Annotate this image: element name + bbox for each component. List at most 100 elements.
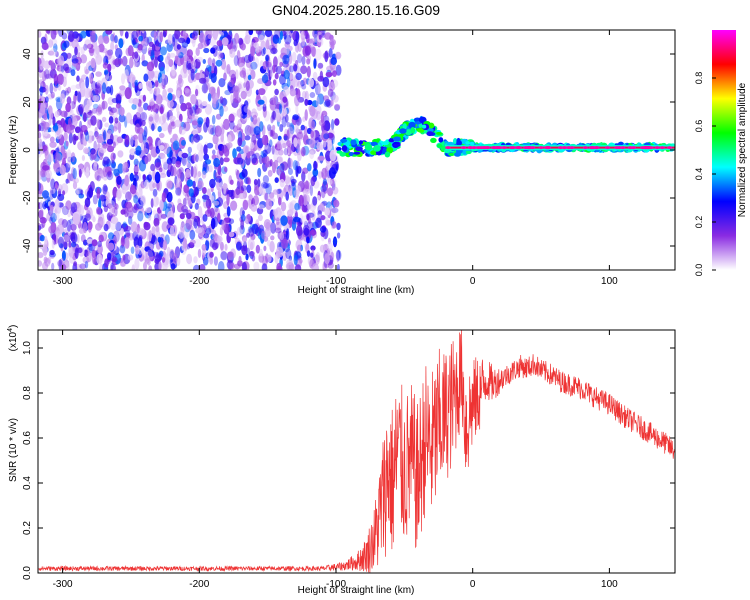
noise-speck: [148, 114, 155, 126]
noise-speck: [107, 200, 116, 209]
noise-speck: [107, 49, 114, 56]
noise-speck: [165, 179, 173, 190]
noise-speck: [264, 227, 271, 238]
noise-speck: [310, 130, 315, 139]
noise-speck: [117, 150, 124, 158]
signal-peak: [491, 146, 496, 150]
noise-speck: [244, 34, 251, 45]
noise-speck: [235, 186, 241, 196]
noise-speck: [137, 245, 143, 256]
noise-speck: [39, 223, 44, 229]
noise-speck: [73, 93, 77, 105]
noise-speck: [209, 251, 214, 258]
noise-speck: [277, 37, 282, 44]
noise-speck: [103, 35, 110, 44]
noise-speck: [111, 198, 115, 206]
noise-speck: [43, 69, 50, 80]
noise-speck: [152, 188, 158, 197]
noise-speck: [260, 182, 268, 189]
noise-speck: [101, 116, 107, 123]
noise-speck: [172, 163, 176, 176]
noise-speck: [208, 86, 216, 95]
noise-speck: [213, 169, 217, 181]
noise-speck: [132, 38, 136, 46]
noise-speck: [331, 207, 339, 213]
noise-speck: [76, 233, 80, 244]
noise-speck: [125, 191, 132, 201]
noise-speck: [158, 167, 163, 173]
noise-speck: [167, 92, 173, 101]
noise-speck: [319, 244, 326, 253]
noise-speck: [200, 144, 204, 154]
noise-speck: [96, 253, 103, 265]
noise-speck: [309, 92, 316, 98]
noise-speck: [336, 263, 340, 270]
noise-speck: [86, 99, 93, 107]
noise-speck: [206, 82, 210, 90]
signal-peak: [648, 146, 654, 150]
noise-speck: [188, 199, 193, 206]
noise-speck: [199, 264, 206, 270]
noise-speck: [95, 131, 100, 140]
noise-speck: [324, 32, 332, 40]
noise-speck: [197, 42, 204, 50]
noise-speck: [231, 42, 238, 50]
noise-speck: [205, 198, 212, 209]
noise-speck: [247, 177, 252, 185]
noise-speck: [268, 60, 273, 72]
noise-speck: [202, 160, 208, 171]
noise-speck: [317, 93, 325, 105]
noise-speck: [143, 102, 149, 111]
noise-speck: [44, 257, 51, 267]
noise-speck: [286, 209, 294, 217]
noise-speck: [262, 183, 270, 189]
noise-speck: [138, 82, 143, 89]
noise-speck: [88, 242, 93, 254]
noise-speck: [155, 40, 160, 47]
noise-speck: [269, 68, 274, 78]
noise-speck: [62, 190, 66, 196]
signal-speck: [465, 141, 470, 145]
noise-speck: [49, 249, 55, 256]
noise-speck: [247, 74, 252, 81]
noise-speck: [212, 92, 219, 105]
noise-speck: [161, 154, 167, 165]
noise-speck: [267, 169, 273, 177]
noise-speck: [133, 194, 139, 204]
noise-speck: [80, 133, 84, 145]
noise-speck: [201, 170, 207, 179]
noise-speck: [175, 187, 182, 196]
noise-speck: [38, 202, 41, 210]
noise-speck: [47, 50, 55, 56]
noise-speck: [255, 44, 260, 54]
noise-speck: [52, 116, 56, 126]
noise-speck: [324, 253, 330, 265]
noise-speck: [38, 132, 42, 139]
noise-speck: [322, 76, 330, 88]
signal-speck: [384, 151, 391, 158]
noise-speck: [285, 191, 290, 201]
noise-speck: [276, 168, 281, 175]
noise-speck: [86, 190, 91, 201]
noise-speck: [275, 217, 280, 226]
noise-speck: [66, 52, 72, 59]
noise-speck: [44, 144, 49, 156]
noise-speck: [201, 101, 208, 107]
noise-speck: [123, 237, 130, 249]
noise-speck: [251, 254, 256, 262]
noise-speck: [97, 221, 102, 230]
noise-speck: [201, 82, 209, 94]
noise-speck: [71, 58, 79, 64]
noise-speck: [157, 209, 163, 221]
noise-speck: [141, 60, 149, 67]
noise-speck: [275, 246, 284, 258]
noise-speck: [290, 30, 294, 34]
noise-speck: [264, 192, 269, 201]
signal-peak: [509, 146, 514, 150]
spectrogram-x-ticks: -300 -200 -100 0 100: [53, 30, 618, 287]
noise-speck: [233, 55, 239, 67]
noise-speck: [42, 201, 47, 210]
noise-speck: [137, 43, 143, 51]
noise-speck: [180, 102, 188, 112]
noise-speck: [54, 151, 61, 163]
